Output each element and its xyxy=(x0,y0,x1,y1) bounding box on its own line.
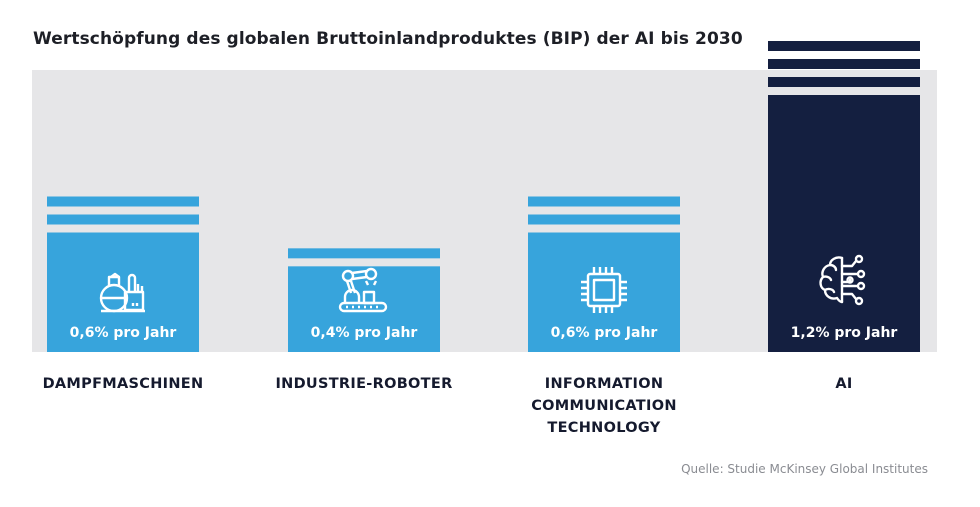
category-label-0: DAMPFMASCHINEN xyxy=(42,376,204,392)
value-label-3: 1,2% pro Jahr xyxy=(790,325,898,341)
bar-2-body xyxy=(528,232,680,352)
chart-title: Wertschöpfung des globalen Bruttoinlandp… xyxy=(33,29,743,49)
bar-3-body xyxy=(768,95,920,352)
bar-1-body xyxy=(288,266,440,352)
category-label-1: INDUSTRIE-ROBOTER xyxy=(275,376,453,392)
bar-2 xyxy=(528,196,680,352)
category-label-2: INFORMATION COMMUNICATION TECHNOLOGY xyxy=(504,373,704,439)
category-label-2-line-2: COMMUNICATION xyxy=(531,398,677,414)
bar-2-stripe-1 xyxy=(528,214,680,225)
bar-3 xyxy=(768,41,920,352)
bar-3-stripe-2 xyxy=(768,77,920,87)
bar-2-stripe-0 xyxy=(528,196,680,207)
ai-brain-icon xyxy=(819,254,866,306)
bar-0 xyxy=(47,196,199,352)
value-label-2: 0,6% pro Jahr xyxy=(550,325,658,341)
bar-1-stripe-0 xyxy=(288,248,440,259)
robot-arm-icon xyxy=(338,267,388,313)
category-label-2-line-1: INFORMATION xyxy=(544,376,664,392)
category-label-3: AI xyxy=(835,376,853,392)
bar-1 xyxy=(288,248,440,352)
category-label-2-line-3: TECHNOLOGY xyxy=(547,420,661,436)
source-note: Quelle: Studie McKinsey Global Institute… xyxy=(681,462,928,476)
value-label-1: 0,4% pro Jahr xyxy=(310,325,418,341)
bar-0-stripe-0 xyxy=(47,196,199,207)
steam-plant-icon xyxy=(99,272,145,313)
bar-0-stripe-1 xyxy=(47,214,199,225)
bar-0-body xyxy=(47,232,199,352)
bar-3-stripe-1 xyxy=(768,59,920,69)
value-label-0: 0,6% pro Jahr xyxy=(69,325,177,341)
microchip-icon xyxy=(581,267,627,313)
bar-3-stripe-0 xyxy=(768,41,920,51)
